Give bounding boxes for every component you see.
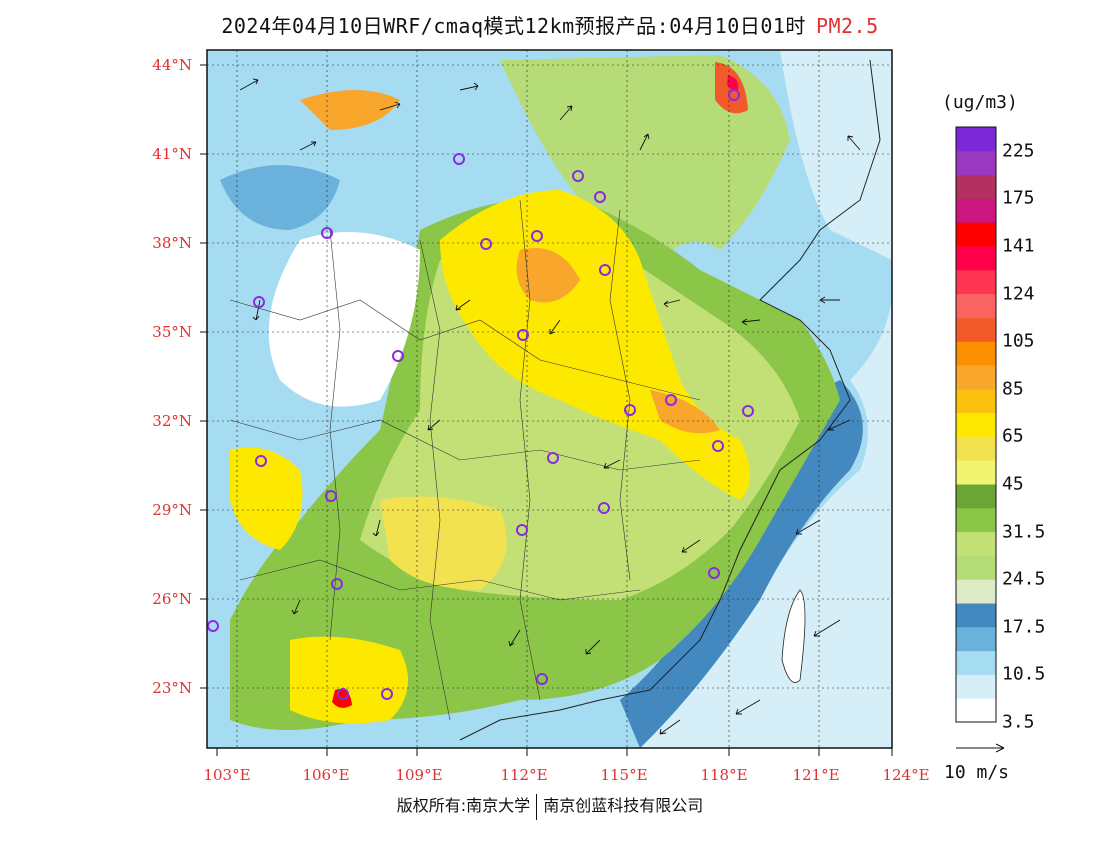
lat-label-29: 29°N — [152, 501, 192, 519]
colorbar — [956, 127, 996, 723]
field-sichuan — [230, 447, 303, 550]
field-north-peak — [300, 90, 400, 130]
colorbar-swatch — [956, 317, 996, 342]
coastline — [459, 59, 881, 741]
colorbar-label: 31.5 — [1002, 521, 1046, 543]
colorbar-swatch — [956, 507, 996, 533]
field-west-low — [268, 232, 420, 407]
lon-label-109: 109°E — [395, 766, 443, 784]
lon-label-103: 103°E — [203, 766, 251, 784]
field-ncp-peak — [516, 248, 580, 303]
field-taiwan — [781, 589, 806, 683]
lat-label-35: 35°N — [152, 323, 192, 341]
lon-label-121: 121°E — [792, 766, 840, 784]
colorbar-swatch — [956, 293, 996, 318]
colorbar-swatch — [956, 222, 996, 247]
field-guangxi — [290, 636, 408, 724]
colorbar-unit: (ug/m3) — [942, 92, 1018, 113]
colorbar-swatch — [956, 579, 996, 604]
colorbar-swatch — [956, 365, 996, 390]
colorbar-swatch — [956, 626, 996, 652]
field-central-high — [380, 496, 507, 590]
colorbar-label: 124 — [1002, 283, 1035, 305]
colorbar-swatch — [956, 650, 996, 675]
colorbar-frame — [955, 126, 997, 723]
colorbar-label: 65 — [1002, 425, 1024, 447]
lat-label-38: 38°N — [152, 234, 192, 252]
colorbar-label: 10.5 — [1002, 663, 1046, 685]
field-sea — [640, 50, 892, 748]
colorbar-swatch — [956, 150, 996, 176]
colorbar-label: 17.5 — [1002, 616, 1046, 638]
colorbar-label: 141 — [1002, 235, 1035, 257]
colorbar-label: 85 — [1002, 378, 1024, 400]
field-north-land — [500, 55, 790, 260]
colorbar-label: 45 — [1002, 473, 1024, 495]
chart-title: 2024年04月10日WRF/cmaq模式12km预报产品:04月10日01时 P… — [0, 10, 1100, 39]
colorbar-swatch — [956, 388, 996, 414]
colorbar-swatch — [956, 603, 996, 628]
colorbar-label: 175 — [1002, 187, 1035, 209]
colorbar-swatch — [956, 484, 996, 509]
colorbar-swatch — [956, 246, 996, 271]
colorbar-label: 3.5 — [1002, 711, 1035, 733]
station-markers — [207, 89, 754, 700]
wind-scale-label: 10 m/s — [944, 762, 1010, 783]
concentration-field — [207, 50, 892, 748]
field-northeast-max — [727, 75, 739, 91]
lon-label-112: 112°E — [500, 766, 548, 784]
colorbar-swatch — [956, 269, 996, 295]
colorbar-swatch — [956, 174, 996, 199]
lat-label-32: 32°N — [152, 412, 192, 430]
colorbar-label: 24.5 — [1002, 568, 1046, 590]
axis-ticks — [200, 64, 893, 756]
lat-label-44: 44°N — [152, 56, 192, 74]
wind-scale-arrow — [956, 743, 1005, 753]
lat-label-23: 23°N — [152, 679, 192, 697]
colorbar-swatch — [956, 436, 996, 461]
colorbar-swatch — [956, 412, 996, 437]
colorbar-swatch — [956, 198, 996, 223]
lon-label-115: 115°E — [600, 766, 648, 784]
field-inner-mongolia — [220, 165, 340, 230]
footer-divider — [536, 793, 538, 820]
colorbar-swatch — [956, 460, 996, 485]
colorbar-swatch — [956, 341, 996, 366]
lon-label-118: 118°E — [700, 766, 748, 784]
map-frame — [206, 49, 893, 749]
colorbar-swatch — [956, 555, 996, 580]
title-main: 2024年04月10日WRF/cmaq模式12km预报产品:04月10日01时 — [221, 14, 806, 38]
colorbar-swatch — [956, 531, 996, 556]
lon-label-106: 106°E — [302, 766, 350, 784]
footer-company: 南京创蓝科技有限公司 — [543, 796, 704, 815]
lon-label-124: 124°E — [882, 766, 930, 784]
title-pollutant: PM2.5 — [815, 14, 879, 38]
lat-label-41: 41°N — [152, 145, 192, 163]
graticule — [207, 50, 892, 748]
colorbar-swatch — [956, 127, 996, 152]
colorbar-label: 225 — [1002, 140, 1035, 162]
boundaries — [229, 199, 701, 721]
field-east-peak — [650, 390, 720, 434]
footer: 版权所有:南京大学 南京创蓝科技有限公司 — [0, 792, 1100, 820]
lat-label-26: 26°N — [152, 590, 192, 608]
colorbar-swatch — [956, 698, 996, 723]
colorbar-swatch — [956, 674, 996, 699]
colorbar-label: 105 — [1002, 330, 1035, 352]
footer-copyright: 版权所有:南京大学 — [396, 796, 531, 815]
